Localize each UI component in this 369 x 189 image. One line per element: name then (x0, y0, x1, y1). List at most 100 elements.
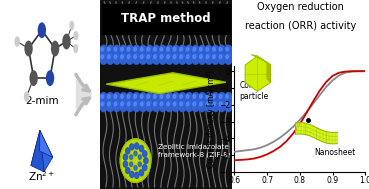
Text: Zn$^{2+}$: Zn$^{2+}$ (28, 170, 55, 183)
Circle shape (200, 102, 202, 106)
Circle shape (69, 21, 74, 30)
Circle shape (145, 92, 154, 105)
Circle shape (139, 92, 148, 105)
Circle shape (99, 100, 108, 112)
Circle shape (142, 164, 147, 170)
Circle shape (218, 92, 226, 105)
Circle shape (114, 55, 117, 59)
Circle shape (160, 47, 163, 51)
Polygon shape (313, 126, 314, 138)
Circle shape (211, 52, 220, 65)
Circle shape (191, 45, 200, 57)
Circle shape (186, 47, 189, 51)
Circle shape (167, 102, 169, 106)
Circle shape (125, 52, 134, 65)
Circle shape (123, 161, 128, 167)
Circle shape (172, 92, 180, 105)
Text: Conv.
particle: Conv. particle (239, 81, 269, 101)
Circle shape (213, 55, 215, 59)
Text: Nanosheet: Nanosheet (314, 148, 356, 157)
Circle shape (165, 92, 174, 105)
Circle shape (101, 55, 104, 59)
Circle shape (134, 151, 137, 156)
Circle shape (138, 162, 141, 167)
Circle shape (107, 55, 110, 59)
Text: Zeolitic imidazolate
framework-8 (ZIF-8): Zeolitic imidazolate framework-8 (ZIF-8) (158, 144, 231, 158)
Circle shape (130, 144, 134, 150)
Circle shape (139, 146, 144, 152)
Circle shape (141, 47, 143, 51)
Circle shape (226, 47, 228, 51)
Polygon shape (318, 129, 320, 141)
Circle shape (165, 100, 174, 112)
Polygon shape (316, 127, 317, 139)
Circle shape (178, 100, 187, 112)
Circle shape (158, 100, 167, 112)
Circle shape (193, 55, 196, 59)
Circle shape (139, 45, 148, 57)
Circle shape (139, 52, 148, 65)
Circle shape (139, 170, 144, 176)
Circle shape (180, 94, 183, 98)
Circle shape (130, 162, 133, 167)
Circle shape (219, 94, 222, 98)
Circle shape (130, 155, 133, 159)
Circle shape (224, 45, 233, 57)
Circle shape (206, 55, 209, 59)
Bar (102, 4, 230, 34)
Circle shape (184, 92, 193, 105)
Circle shape (114, 94, 117, 98)
Circle shape (218, 52, 226, 65)
Circle shape (125, 167, 130, 174)
Circle shape (206, 102, 209, 106)
Circle shape (173, 55, 176, 59)
Circle shape (226, 102, 228, 106)
Circle shape (114, 102, 117, 106)
Polygon shape (311, 125, 313, 137)
Circle shape (134, 47, 137, 51)
Circle shape (152, 100, 161, 112)
Circle shape (107, 102, 110, 106)
Circle shape (62, 34, 71, 50)
Circle shape (132, 100, 141, 112)
Circle shape (119, 45, 128, 57)
Circle shape (141, 94, 143, 98)
Circle shape (135, 172, 139, 178)
Circle shape (180, 102, 183, 106)
Y-axis label: Current density [mA/cm²]: Current density [mA/cm²] (207, 70, 216, 168)
Circle shape (152, 52, 161, 65)
Circle shape (106, 45, 114, 57)
X-axis label: Potential [V vs. RHE]: Potential [V vs. RHE] (256, 188, 343, 189)
Circle shape (160, 94, 163, 98)
Circle shape (165, 52, 174, 65)
Circle shape (145, 100, 154, 112)
Circle shape (218, 100, 226, 112)
Polygon shape (324, 131, 326, 143)
Polygon shape (336, 132, 338, 144)
Circle shape (226, 94, 228, 98)
Polygon shape (317, 128, 318, 140)
Circle shape (138, 155, 141, 159)
Circle shape (101, 47, 104, 51)
Circle shape (172, 45, 180, 57)
Polygon shape (251, 55, 270, 65)
Circle shape (213, 47, 215, 51)
Circle shape (30, 70, 38, 86)
Text: TRAP method: TRAP method (121, 12, 211, 25)
Circle shape (154, 94, 156, 98)
Polygon shape (326, 132, 327, 143)
Circle shape (113, 45, 121, 57)
Circle shape (113, 100, 121, 112)
Polygon shape (310, 125, 311, 136)
Circle shape (99, 92, 108, 105)
Circle shape (114, 47, 117, 51)
Circle shape (127, 102, 130, 106)
Circle shape (141, 102, 143, 106)
Circle shape (130, 171, 134, 177)
Circle shape (218, 45, 226, 57)
Polygon shape (330, 132, 332, 144)
Circle shape (167, 94, 169, 98)
Polygon shape (245, 56, 270, 91)
Polygon shape (314, 126, 316, 139)
Polygon shape (323, 131, 324, 143)
